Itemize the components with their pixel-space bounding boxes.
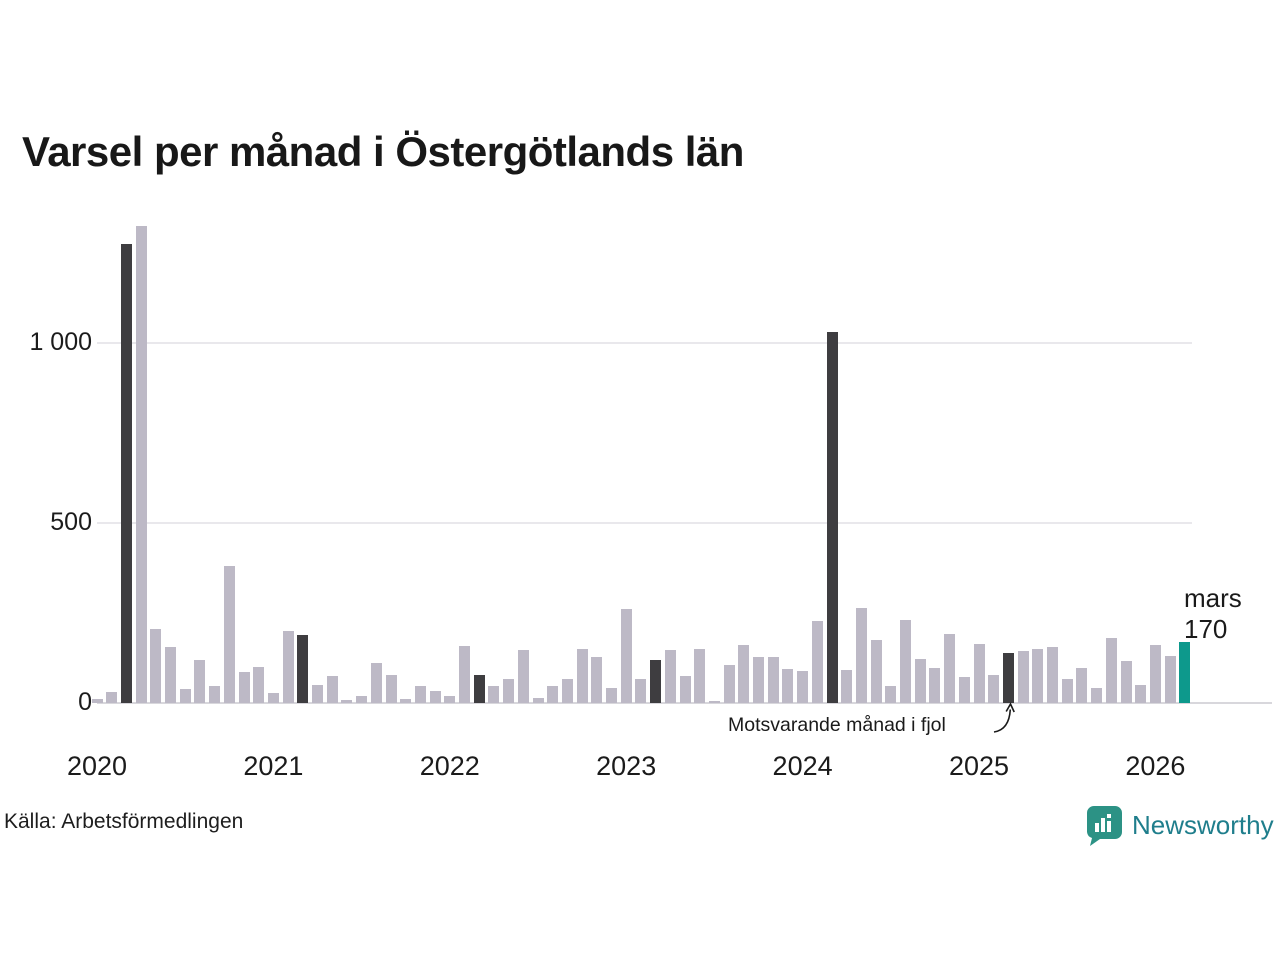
bar-2023-05 [679,676,691,703]
bar-2026-02 [1164,656,1176,703]
bar-2023-02 [635,679,647,703]
bar-2025-02 [988,675,1000,703]
gridline-500 [97,522,1192,524]
bar-2023-09 [738,645,750,703]
y-axis-tick-label: 500 [50,508,92,536]
y-axis-tick-label: 0 [78,688,92,716]
bar-2020-10 [223,566,235,703]
bar-2022-03 [473,675,485,703]
x-axis-year-label: 2021 [243,751,304,781]
bar-2023-03 [650,660,662,703]
bar-2024-05 [855,608,867,703]
bar-2021-12 [429,691,441,703]
bar-2020-06 [165,647,176,703]
brand-logo: Newsworthy [1086,805,1274,846]
bar-2025-05 [1032,649,1044,703]
bar-2021-08 [370,663,382,703]
bar-2022-11 [591,657,603,703]
bar-2025-10 [1105,638,1117,703]
bar-2025-11 [1120,661,1132,703]
bar-2024-07 [885,686,897,703]
bar-2023-07 [708,701,720,703]
bar-2024-02 [811,621,823,703]
x-axis-year-label: 2020 [66,751,128,781]
bar-2022-10 [576,649,588,703]
bar-2020-08 [194,660,206,703]
bar-2020-02 [106,692,118,703]
source-attribution: Källa: Arbetsförmedlingen [4,810,244,833]
bar-2026-03 [1179,642,1191,703]
bar-2024-09 [914,659,926,703]
bar-2025-01 [973,644,985,703]
bar-chart-bubble-icon [1087,806,1122,846]
bar-2020-07 [179,689,191,703]
bar-2022-07 [532,698,544,703]
bar-2023-04 [664,650,676,703]
annotation-arrow-icon [993,702,1015,733]
bar-2024-12 [958,677,970,703]
bar-2024-08 [900,620,911,703]
bar-2021-07 [356,696,368,703]
x-axis-year-label: 2022 [419,751,480,781]
bar-2021-09 [385,675,397,703]
brand-name: Newsworthy [1132,810,1274,840]
bar-2022-02 [459,646,470,703]
bar-2025-03 [1002,653,1014,703]
gridline-1000 [97,342,1192,344]
bar-2022-04 [488,686,500,703]
bar-2025-07 [1061,679,1073,703]
bar-2023-12 [782,669,794,703]
bar-2023-10 [753,657,764,703]
bar-2025-12 [1135,685,1147,703]
bar-2025-09 [1091,688,1103,703]
bar-2022-12 [606,688,617,703]
bar-2023-06 [694,649,706,703]
bar-2024-01 [797,671,809,703]
bar-2024-04 [841,670,853,703]
page-title: Varsel per månad i Östergötlands län [22,128,744,175]
bar-2021-10 [400,699,412,703]
bar-2024-10 [929,668,941,703]
annotation-same-month-last-year: Motsvarande månad i fjol [728,714,946,736]
bar-2021-11 [414,686,426,703]
bar-2021-02 [282,631,294,703]
bar-2023-08 [723,665,735,703]
x-axis-year-label: 2026 [1125,751,1186,781]
y-axis-tick-label: 1 000 [29,328,92,356]
bar-2021-03 [297,635,309,703]
bar-2023-11 [767,657,779,703]
x-axis-year-label: 2025 [948,751,1010,781]
bar-2024-06 [870,640,882,703]
bar-2021-05 [326,676,338,703]
bar-2021-01 [267,693,279,703]
latest-value-label: mars 170 [1184,583,1242,645]
bar-2024-11 [944,634,956,703]
latest-value: 170 [1184,614,1228,644]
bar-2020-11 [238,672,250,703]
bar-2021-04 [312,685,323,703]
bar-2020-05 [150,629,162,703]
bar-2020-04 [135,226,147,703]
bar-2022-01 [444,696,456,703]
bar-2025-04 [1017,651,1029,703]
bar-2020-12 [253,667,265,703]
x-axis-year-label: 2023 [596,751,657,781]
bar-2020-03 [120,244,132,703]
bar-2024-03 [826,332,838,703]
bar-2026-01 [1149,645,1161,703]
x-axis-line [97,702,1272,704]
bar-2022-09 [561,679,573,703]
bar-2025-06 [1047,647,1058,703]
bar-2022-05 [503,679,515,703]
bar-2022-06 [517,650,529,703]
bar-2021-06 [341,700,353,703]
latest-month-label: mars [1184,583,1242,613]
bar-2020-01 [91,699,103,703]
bar-2023-01 [620,609,632,703]
bar-2020-09 [209,686,221,703]
bar-2022-08 [547,686,559,703]
bar-2025-08 [1076,668,1088,703]
x-axis-year-label: 2024 [772,751,833,781]
